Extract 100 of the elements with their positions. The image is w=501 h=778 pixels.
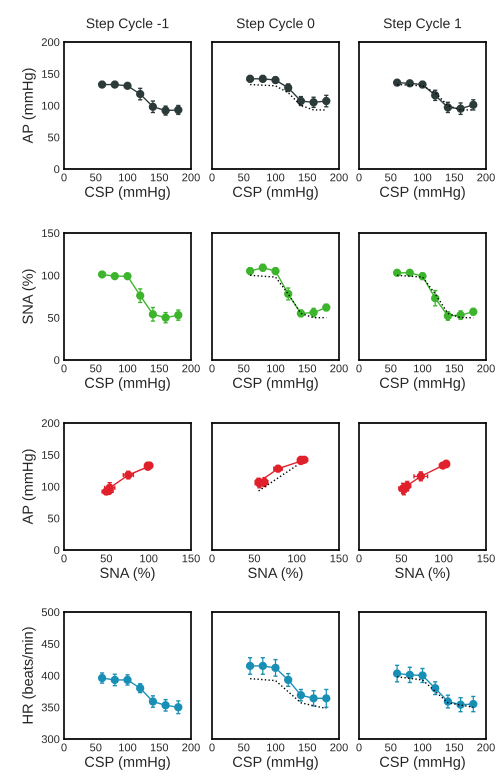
x-tick-label: 150 bbox=[446, 364, 464, 372]
x-axis-title: CSP (mmHg) bbox=[85, 756, 170, 770]
x-axis-title: CSP (mmHg) bbox=[85, 377, 170, 391]
x-tick-label: 200 bbox=[330, 743, 348, 752]
point bbox=[271, 664, 280, 672]
point bbox=[392, 669, 402, 678]
x-axis-title: CSP (mmHg) bbox=[380, 377, 465, 391]
x-tick-label: 100 bbox=[267, 364, 284, 372]
chart-title: Step Cycle -1 bbox=[86, 18, 169, 31]
x-tick-label: 0 bbox=[61, 173, 67, 182]
point bbox=[309, 694, 318, 703]
point bbox=[246, 662, 254, 670]
point bbox=[148, 697, 158, 706]
x-tick-label: 150 bbox=[446, 743, 464, 752]
x-tick-label: 100 bbox=[267, 743, 284, 752]
y-tick-label: 100 bbox=[42, 272, 60, 280]
point bbox=[431, 684, 440, 692]
x-tick-label: 0 bbox=[61, 554, 67, 562]
point bbox=[418, 671, 427, 680]
point bbox=[406, 670, 414, 680]
x-tick-label: 100 bbox=[119, 743, 136, 752]
y-tick-label: 200 bbox=[42, 419, 60, 428]
point bbox=[296, 691, 306, 700]
x-tick-label: 150 bbox=[298, 173, 316, 182]
x-tick-label: 50 bbox=[100, 554, 112, 562]
x-tick-label: 50 bbox=[90, 743, 102, 752]
x-tick-label: 200 bbox=[477, 364, 495, 372]
point bbox=[392, 78, 402, 87]
x-tick-label: 50 bbox=[238, 364, 250, 372]
y-tick-label: 400 bbox=[42, 672, 60, 680]
x-tick-label: 50 bbox=[238, 743, 250, 752]
point bbox=[123, 82, 132, 90]
chart-title: Step Cycle 1 bbox=[384, 18, 462, 31]
x-tick-label: 150 bbox=[478, 554, 495, 562]
x-tick-label: 50 bbox=[238, 173, 250, 182]
x-tick-label: 150 bbox=[150, 173, 168, 182]
y-tick-label: 0 bbox=[54, 356, 60, 364]
y-tick-label: 0 bbox=[54, 165, 60, 174]
x-tick-label: 200 bbox=[182, 173, 200, 182]
point bbox=[123, 272, 132, 280]
x-tick-label: 0 bbox=[356, 743, 362, 752]
x-tick-label: 50 bbox=[248, 554, 260, 562]
x-axis-title: CSP (mmHg) bbox=[380, 186, 465, 200]
x-tick-label: 100 bbox=[119, 364, 136, 372]
x-tick-label: 0 bbox=[356, 554, 362, 562]
x-tick-label: 150 bbox=[150, 743, 168, 752]
x-tick-label: 100 bbox=[267, 173, 284, 182]
point bbox=[110, 676, 119, 684]
y-axis-title: AP (mmHg) bbox=[22, 449, 36, 524]
x-tick-label: 0 bbox=[61, 743, 67, 752]
y-tick-label: 0 bbox=[54, 546, 60, 554]
x-tick-label: 0 bbox=[61, 364, 67, 372]
point bbox=[98, 80, 106, 89]
x-tick-label: 150 bbox=[446, 173, 464, 182]
point bbox=[136, 90, 144, 98]
y-tick-label: 200 bbox=[42, 38, 60, 46]
point bbox=[148, 310, 158, 318]
x-tick-label: 150 bbox=[298, 364, 316, 372]
y-axis-title: SNA (%) bbox=[22, 269, 36, 324]
point bbox=[110, 80, 119, 89]
y-tick-label: 450 bbox=[42, 640, 60, 648]
x-axis-title: SNA (%) bbox=[100, 567, 155, 581]
point bbox=[322, 96, 330, 106]
y-tick-label: 50 bbox=[48, 134, 60, 142]
x-tick-label: 150 bbox=[330, 554, 348, 562]
y-tick-label: 300 bbox=[42, 735, 60, 744]
point bbox=[161, 314, 170, 322]
x-axis-title: SNA (%) bbox=[248, 567, 303, 581]
x-axis-title: CSP (mmHg) bbox=[380, 756, 465, 770]
x-tick-label: 100 bbox=[119, 173, 136, 182]
x-tick-label: 100 bbox=[414, 364, 432, 372]
x-tick-label: 200 bbox=[330, 173, 348, 182]
x-tick-label: 50 bbox=[385, 173, 396, 182]
y-tick-label: 100 bbox=[42, 102, 60, 110]
x-tick-label: 100 bbox=[414, 743, 432, 752]
x-tick-label: 100 bbox=[140, 554, 158, 562]
x-tick-label: 50 bbox=[385, 364, 396, 372]
y-tick-label: 150 bbox=[42, 451, 60, 459]
point bbox=[431, 294, 440, 302]
x-tick-label: 0 bbox=[209, 554, 215, 562]
point bbox=[284, 676, 292, 684]
y-axis-title: HR (beats/min) bbox=[22, 627, 36, 724]
x-tick-label: 200 bbox=[182, 743, 200, 752]
point bbox=[456, 104, 465, 113]
y-tick-label: 150 bbox=[42, 70, 60, 78]
x-tick-label: 50 bbox=[90, 364, 102, 372]
point bbox=[174, 703, 182, 712]
point bbox=[136, 291, 144, 300]
chart-title: Step Cycle 0 bbox=[236, 18, 314, 31]
x-tick-label: 200 bbox=[182, 364, 200, 372]
x-tick-label: 50 bbox=[90, 173, 102, 182]
x-tick-label: 150 bbox=[298, 743, 316, 752]
y-tick-label: 100 bbox=[42, 482, 60, 491]
y-tick-label: 500 bbox=[42, 608, 60, 616]
y-tick-label: 50 bbox=[48, 514, 60, 522]
x-tick-label: 150 bbox=[182, 554, 200, 562]
point bbox=[469, 700, 478, 708]
point bbox=[309, 98, 318, 106]
x-axis-title: CSP (mmHg) bbox=[233, 186, 318, 200]
x-tick-label: 0 bbox=[356, 364, 362, 372]
